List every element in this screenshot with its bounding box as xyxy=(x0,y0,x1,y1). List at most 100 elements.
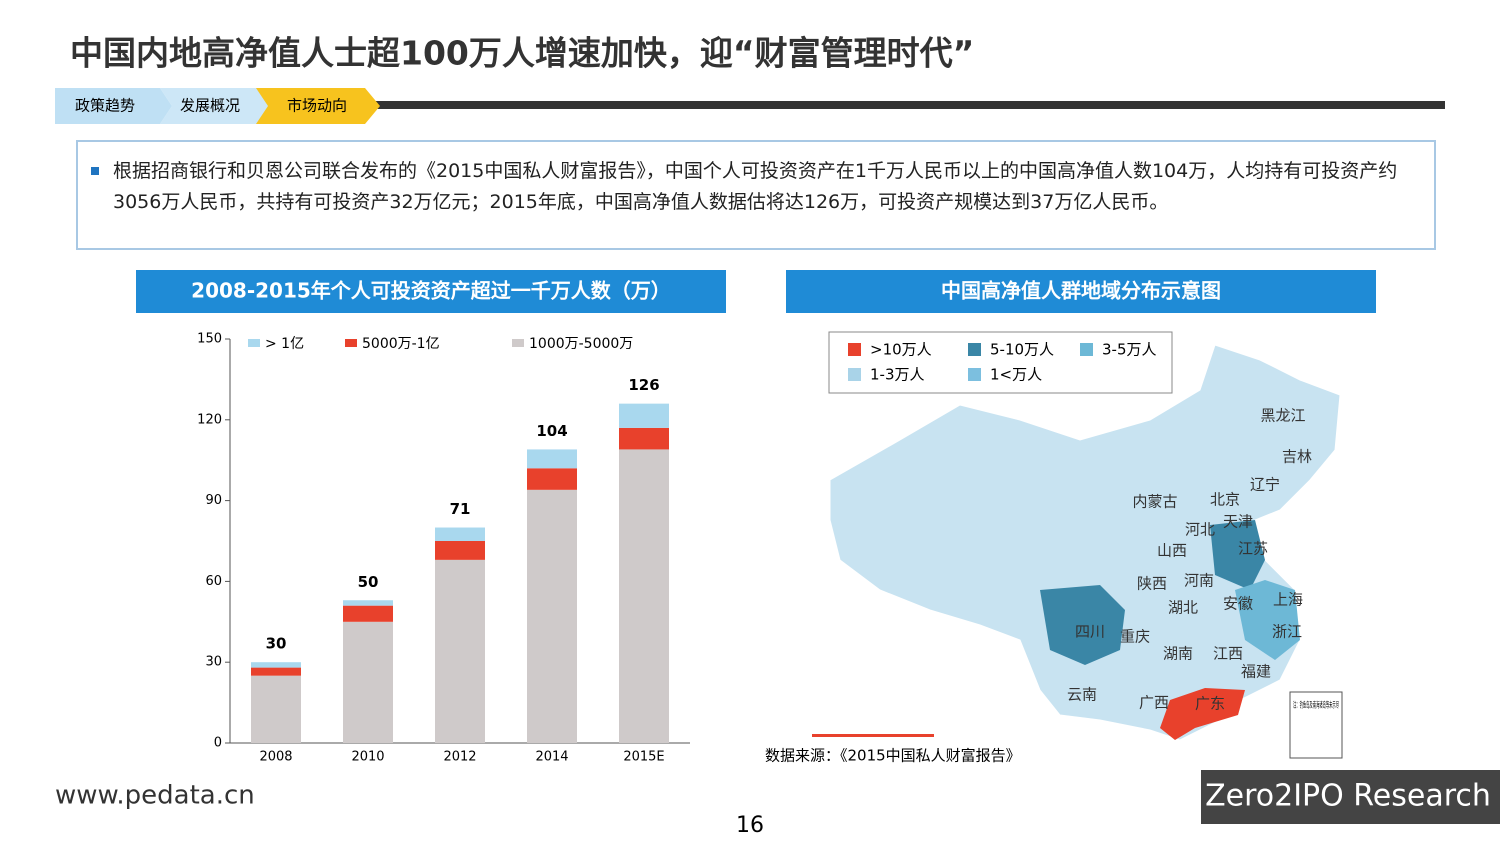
province-label: 四川 xyxy=(1075,623,1105,641)
tab xyxy=(160,88,274,124)
bar-segment xyxy=(619,449,669,743)
tab-label: 发展概况 xyxy=(180,97,240,115)
legend-label: 1000万-5000万 xyxy=(529,336,633,352)
province-label: 河北 xyxy=(1185,521,1215,539)
tab xyxy=(256,88,380,124)
legend-label: 5000万-1亿 xyxy=(362,336,440,352)
website: www.pedata.cn xyxy=(55,781,255,811)
y-tick-label: 30 xyxy=(205,655,222,670)
bar-segment xyxy=(343,605,393,622)
total-label: 50 xyxy=(358,573,379,591)
bar-segment xyxy=(435,541,485,560)
legend-swatch xyxy=(345,339,357,347)
map-note: 注：钓鱼岛及南海诸岛等未示尽 xyxy=(1293,700,1339,710)
bullet-text: 根据招商银行和贝恩公司联合发布的《2015中国私人财富报告》，中国个人可投资资产… xyxy=(113,160,1398,213)
y-tick-label: 0 xyxy=(214,736,222,751)
tab-label: 市场动向 xyxy=(287,97,347,115)
page-number: 16 xyxy=(736,813,764,838)
province-label: 浙江 xyxy=(1272,623,1302,641)
map-legend-swatch xyxy=(968,368,981,381)
bar-segment xyxy=(527,449,577,469)
province-label: 陕西 xyxy=(1137,575,1167,593)
province-label: 广西 xyxy=(1139,694,1169,712)
rule xyxy=(370,101,1445,109)
bar-segment xyxy=(619,427,669,450)
bar-segment xyxy=(251,667,301,676)
bar-segment xyxy=(435,559,485,743)
x-tick-label: 2008 xyxy=(259,750,292,765)
province-label: 上海 xyxy=(1273,591,1303,609)
province-label: 黑龙江 xyxy=(1260,407,1305,425)
province-label: 广东 xyxy=(1195,695,1225,713)
province-label: 云南 xyxy=(1067,686,1097,704)
bar-segment xyxy=(435,527,485,541)
x-tick-label: 2014 xyxy=(535,750,568,765)
province-label: 湖北 xyxy=(1168,599,1198,617)
map-legend-swatch xyxy=(1080,343,1093,356)
map-legend-label: 5-10万人 xyxy=(990,341,1054,359)
bar-segment xyxy=(527,489,577,743)
province-label: 内蒙古 xyxy=(1132,493,1177,511)
x-tick-label: 2010 xyxy=(351,750,384,765)
brand: Zero2IPO Research xyxy=(1205,779,1491,814)
province-label: 天津 xyxy=(1223,513,1253,531)
title: 中国内地高净值人士超100万人增速加快，迎“财富管理时代” xyxy=(70,34,974,73)
y-tick-label: 60 xyxy=(205,574,222,589)
chart-title: 2008-2015年个人可投资资产超过一千万人数（万） xyxy=(191,279,671,303)
source-line xyxy=(812,734,934,737)
province-label: 江苏 xyxy=(1238,540,1268,558)
province-label: 江西 xyxy=(1213,645,1243,663)
chart-title-box xyxy=(786,270,1376,313)
province-label: 安徽 xyxy=(1223,595,1253,613)
map-legend-swatch xyxy=(848,343,861,356)
map-title: 中国高净值人群地域分布示意图 xyxy=(941,279,1221,303)
bullet-dot xyxy=(91,167,99,175)
total-label: 71 xyxy=(450,500,471,518)
bar-segment xyxy=(619,403,669,428)
map-legend-label: 3-5万人 xyxy=(1102,341,1157,359)
map-legend xyxy=(828,331,1173,394)
legend-swatch xyxy=(248,339,260,347)
map-legend-label: 1<万人 xyxy=(990,366,1042,384)
total-label: 104 xyxy=(536,422,567,440)
province-label: 福建 xyxy=(1241,663,1271,681)
map-legend-label: 1-3万人 xyxy=(870,366,925,384)
y-tick-label: 150 xyxy=(197,332,222,347)
text-box xyxy=(76,140,1436,250)
map-region xyxy=(1235,580,1300,660)
bar-segment xyxy=(251,675,301,743)
tab-label: 政策趋势 xyxy=(75,97,135,115)
y-tick-label: 90 xyxy=(205,493,222,508)
bar-segment xyxy=(343,621,393,743)
map-legend-swatch xyxy=(848,368,861,381)
bar-segment xyxy=(251,662,301,668)
province-label: 山西 xyxy=(1157,542,1187,560)
source: 数据来源：《2015中国私人财富报告》 xyxy=(765,747,1021,765)
bar-segment xyxy=(343,600,393,606)
province-label: 重庆 xyxy=(1120,628,1150,646)
chart-title-box xyxy=(136,270,726,313)
brand-box xyxy=(1201,770,1500,824)
province-label: 辽宁 xyxy=(1250,476,1280,494)
province-label: 吉林 xyxy=(1282,448,1312,466)
map-region xyxy=(1040,585,1125,665)
map-legend-swatch xyxy=(968,343,981,356)
map-region xyxy=(1160,688,1245,740)
tab xyxy=(55,88,172,124)
y-tick-label: 120 xyxy=(197,412,222,427)
province-label: 北京 xyxy=(1210,491,1240,509)
map-legend-label: >10万人 xyxy=(870,341,932,359)
province-label: 湖南 xyxy=(1163,645,1193,663)
bar-segment xyxy=(527,468,577,490)
province-label: 河南 xyxy=(1184,572,1214,590)
map-region xyxy=(1210,520,1265,590)
total-label: 126 xyxy=(628,376,659,394)
legend-swatch xyxy=(512,339,524,347)
x-tick-label: 2015E xyxy=(623,750,664,765)
map-note-box xyxy=(1289,691,1343,759)
legend-label: > 1亿 xyxy=(265,336,304,352)
x-tick-label: 2012 xyxy=(443,750,476,765)
